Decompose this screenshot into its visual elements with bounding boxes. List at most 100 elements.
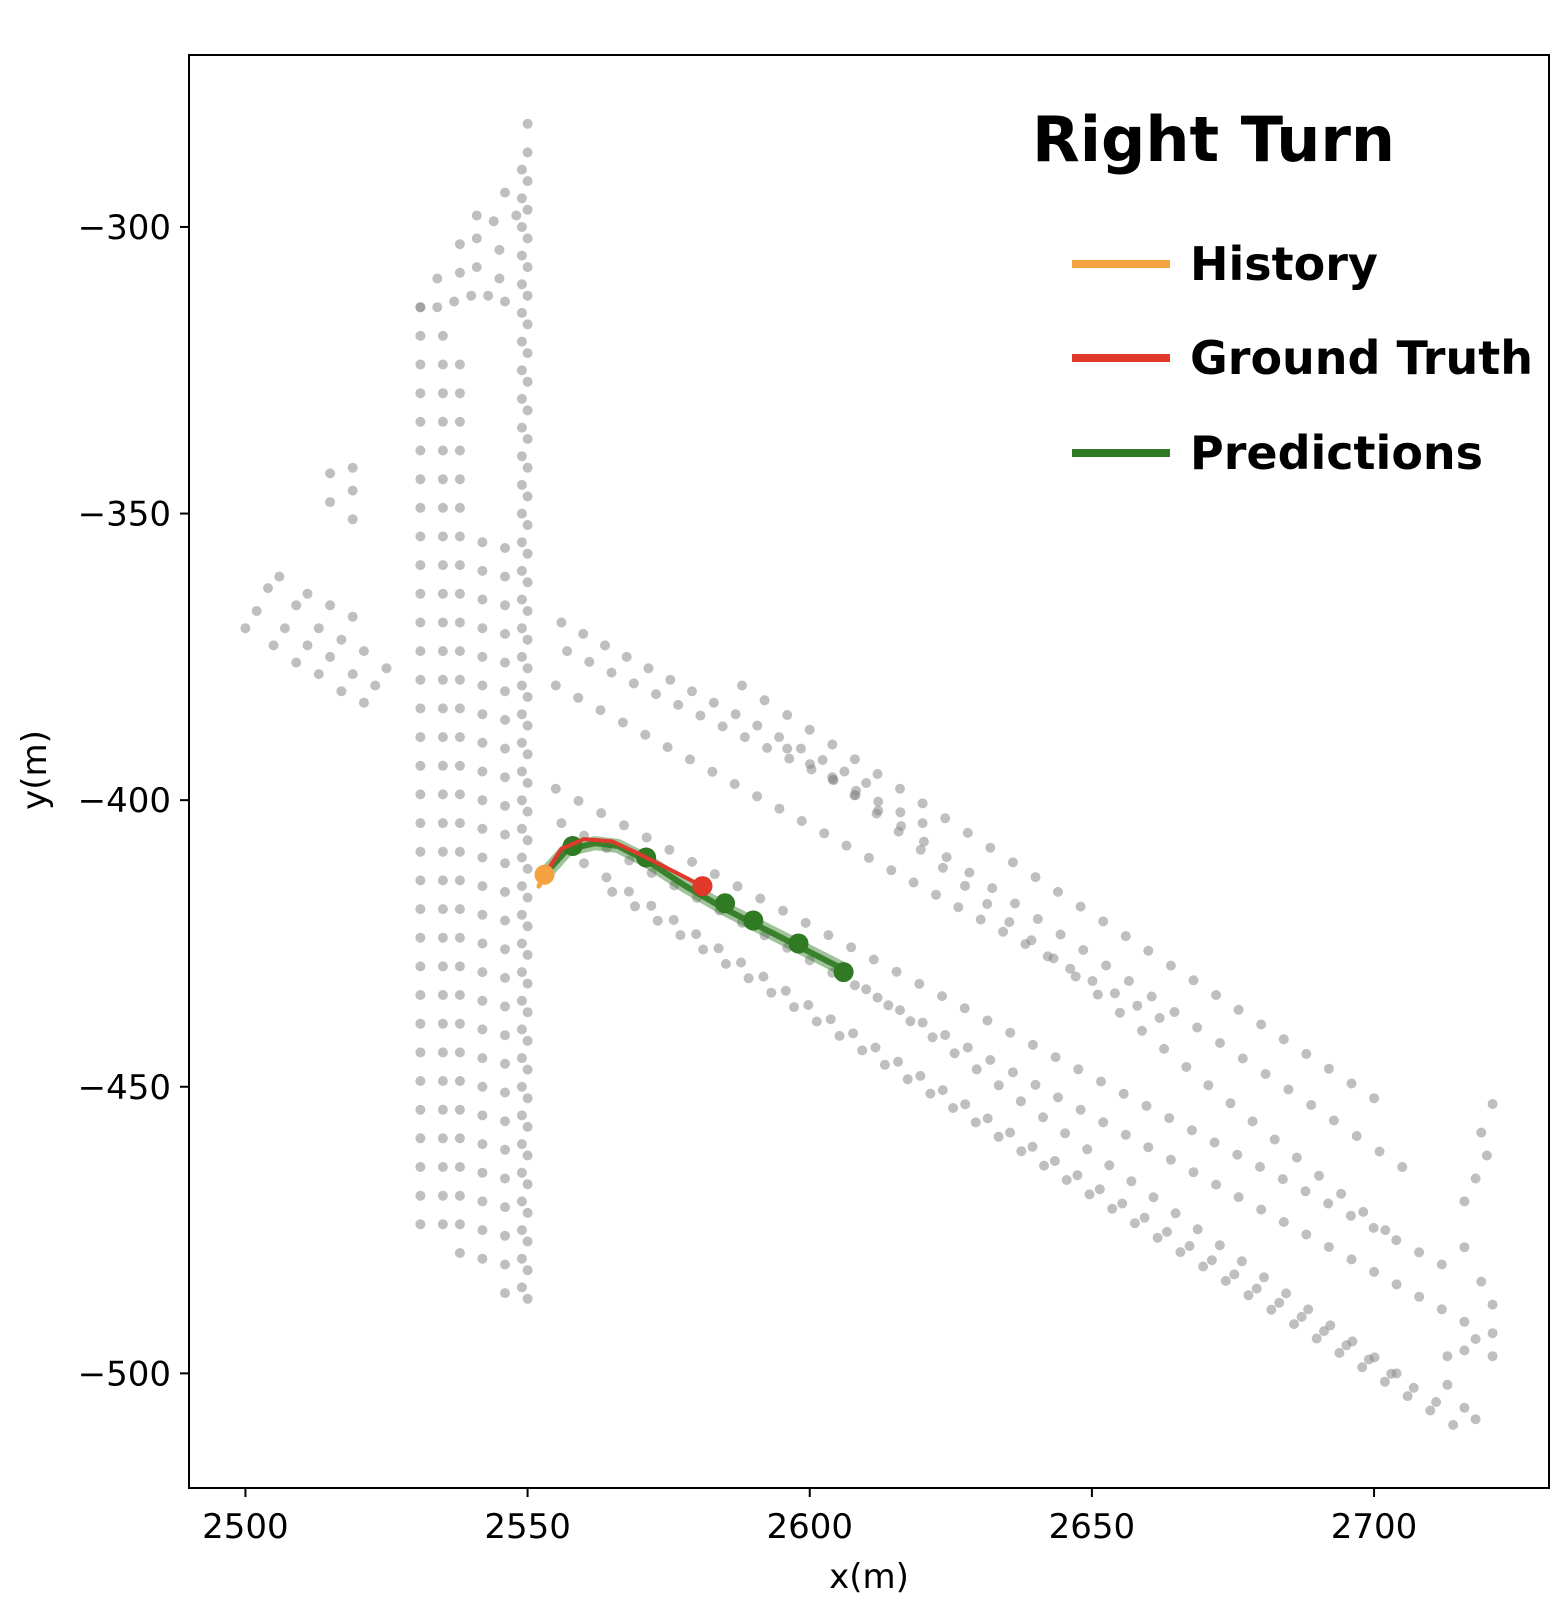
map-point (784, 753, 795, 764)
map-point (454, 239, 465, 250)
map-point (511, 210, 522, 221)
map-point (522, 176, 533, 187)
map-point (1225, 1098, 1236, 1109)
map-point (500, 1259, 510, 1270)
map-point (522, 1293, 533, 1304)
map-point (415, 846, 426, 857)
map-point (1060, 1128, 1071, 1139)
map-point (1323, 1242, 1334, 1252)
map-point (522, 1150, 533, 1161)
map-point (415, 1076, 426, 1086)
map-point (1015, 1096, 1026, 1107)
map-point (471, 262, 482, 273)
map-point (1126, 1176, 1137, 1187)
map-point (1289, 1319, 1299, 1330)
map-point (962, 827, 973, 838)
map-point (1048, 953, 1059, 964)
chart-title: Right Turn (1032, 103, 1395, 176)
map-points-layer (240, 118, 1498, 1430)
map-point (415, 531, 426, 542)
map-point (347, 611, 358, 622)
map-point (325, 497, 336, 508)
map-point (500, 600, 510, 611)
map-point (1096, 1076, 1106, 1087)
map-point (917, 798, 928, 809)
map-point (1039, 1160, 1049, 1171)
prediction-marker (743, 910, 764, 931)
map-point (437, 932, 448, 943)
map-point (477, 795, 488, 806)
map-point (1351, 1131, 1362, 1141)
map-point (849, 790, 860, 801)
map-point (782, 710, 793, 720)
map-point (841, 840, 852, 851)
map-point (437, 1190, 448, 1201)
map-point (606, 667, 617, 678)
x-tick-label: 2550 (484, 1507, 571, 1547)
map-point (454, 1076, 465, 1086)
map-point (522, 720, 533, 731)
map-point (500, 1058, 510, 1069)
map-point (381, 663, 392, 674)
map-point (500, 686, 510, 697)
map-point (347, 514, 358, 525)
map-point (872, 992, 883, 1003)
map-point (766, 987, 777, 998)
map-point (1301, 1049, 1312, 1059)
map-point (975, 914, 986, 925)
map-point (454, 1104, 465, 1115)
map-point (1055, 929, 1066, 940)
map-point (471, 210, 482, 221)
map-point (516, 967, 527, 978)
map-point (1175, 1247, 1186, 1258)
map-point (1030, 1079, 1041, 1090)
map-point (454, 990, 465, 1000)
map-point (1380, 1225, 1391, 1236)
map-point (522, 1007, 533, 1018)
map-point (1251, 1283, 1262, 1294)
map-point (940, 1030, 951, 1040)
map-point (1070, 971, 1081, 982)
map-point (477, 565, 488, 576)
map-point (263, 583, 273, 594)
map-point (960, 1099, 971, 1110)
map-point (1123, 976, 1134, 986)
map-point (931, 889, 941, 900)
map-point (437, 1104, 448, 1115)
map-point (1120, 931, 1131, 942)
map-point (641, 832, 652, 843)
map-point (573, 795, 584, 806)
map-point (522, 147, 533, 158)
map-point (516, 279, 527, 290)
map-point (454, 846, 465, 857)
map-point (1154, 1013, 1165, 1023)
map-point (1030, 872, 1041, 883)
map-point (1391, 1235, 1402, 1246)
map-point (437, 703, 448, 714)
map-point (1306, 1100, 1317, 1110)
map-point (918, 836, 929, 847)
map-point (454, 732, 465, 743)
map-point (883, 1000, 894, 1011)
map-point (347, 669, 358, 680)
map-point (454, 359, 465, 370)
map-point (1476, 1127, 1487, 1138)
map-point (516, 1081, 527, 1092)
map-point (861, 984, 872, 995)
map-point (736, 957, 746, 968)
map-point (1198, 1261, 1209, 1272)
map-point (500, 1288, 510, 1299)
map-point (1215, 1038, 1225, 1048)
map-point (1072, 1170, 1083, 1181)
map-point (1369, 1352, 1380, 1363)
map-point (415, 1104, 426, 1115)
map-point (516, 479, 527, 490)
map-point (1459, 1345, 1470, 1356)
map-point (437, 732, 448, 743)
map-point (752, 720, 763, 731)
map-point (325, 468, 336, 479)
map-point (687, 686, 697, 697)
map-point (1107, 1203, 1118, 1214)
x-tick-label: 2650 (1049, 1507, 1136, 1547)
map-point (477, 1053, 488, 1064)
